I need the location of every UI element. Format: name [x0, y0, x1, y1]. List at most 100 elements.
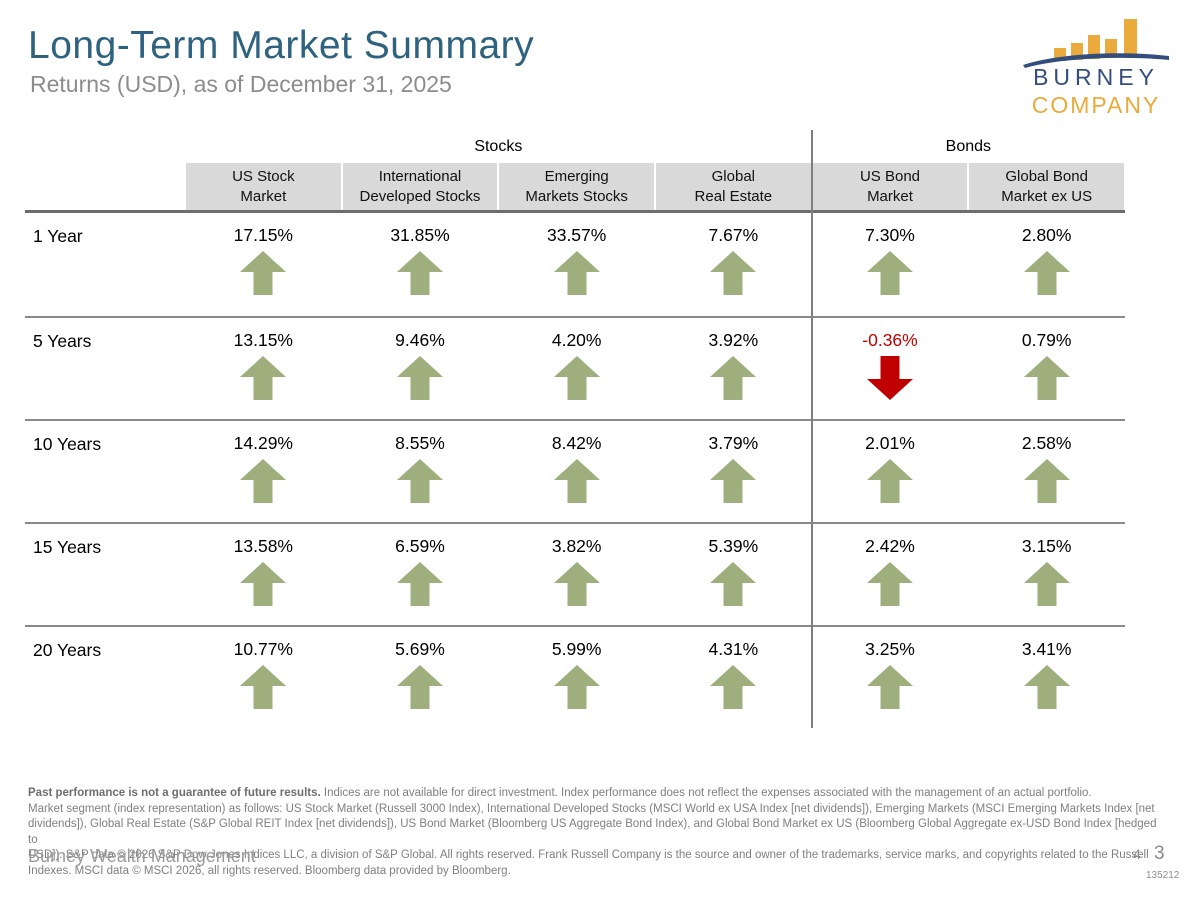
row-label: 10 Years — [33, 434, 102, 454]
stocks-bonds-divider — [811, 130, 813, 728]
return-cell: 6.59% — [342, 524, 499, 625]
page-title: Long-Term Market Summary — [28, 24, 535, 67]
return-cell: 2.42% — [812, 524, 969, 625]
return-cell: 5.39% — [655, 524, 812, 625]
group-header-row: Stocks Bonds — [25, 130, 1125, 163]
return-cell: 3.82% — [498, 524, 655, 625]
return-value: 7.67% — [708, 225, 759, 245]
disclaimer-line: Indexes. MSCI data © MSCI 2026, all righ… — [28, 864, 511, 877]
arrow-up-icon — [655, 356, 812, 400]
return-value: 14.29% — [233, 433, 293, 453]
return-cell: 0.79% — [968, 318, 1125, 419]
return-value: 3.41% — [1021, 639, 1072, 659]
return-value: 3.79% — [708, 433, 759, 453]
column-header-global-bond-ex-us: Global Bond Market ex US — [969, 163, 1124, 210]
arrow-up-icon — [498, 562, 655, 606]
column-header-us-stock: US Stock Market — [186, 163, 341, 210]
return-cell: 2.58% — [968, 421, 1125, 522]
arrow-up-icon — [968, 251, 1125, 295]
return-cell: 9.46% — [342, 318, 499, 419]
return-value: 3.15% — [1021, 536, 1072, 556]
arrow-up-icon — [812, 459, 969, 503]
column-header-us-bond: US Bond Market — [812, 163, 968, 210]
arrow-up-icon — [968, 356, 1125, 400]
page-number: 3 — [1154, 843, 1165, 864]
arrow-up-icon — [968, 459, 1125, 503]
column-header-emerging-markets: Emerging Markets Stocks — [499, 163, 654, 210]
column-header-row: US Stock Market International Developed … — [25, 163, 1125, 213]
return-value: 3.82% — [551, 536, 602, 556]
return-value: 6.59% — [395, 536, 445, 556]
return-cell: 3.92% — [655, 318, 812, 419]
arrow-up-icon — [498, 251, 655, 295]
arrow-up-icon — [812, 562, 969, 606]
arrow-up-icon — [185, 356, 342, 400]
return-value: 2.80% — [1021, 225, 1072, 245]
arrow-up-icon — [342, 459, 499, 503]
return-value: 13.15% — [233, 330, 293, 350]
return-cell: 8.55% — [342, 421, 499, 522]
column-header-intl-developed: International Developed Stocks — [342, 163, 498, 210]
arrow-up-icon — [655, 562, 812, 606]
arrow-up-icon — [185, 459, 342, 503]
return-value: 10.77% — [233, 639, 293, 659]
bar-chart-swoosh-icon — [1023, 19, 1169, 68]
arrow-up-icon — [498, 356, 655, 400]
arrow-up-icon — [185, 562, 342, 606]
row-label: 15 Years — [33, 537, 102, 557]
return-value: -0.36% — [862, 330, 918, 350]
return-cell: 2.80% — [968, 213, 1125, 316]
table-row-20-years: 20 Years 10.77% 5.69% 5.99% 4.31% — [25, 625, 1125, 728]
arrow-up-icon — [342, 665, 499, 709]
return-value: 3.25% — [865, 639, 915, 659]
table-row-5-years: 5 Years 13.15% 9.46% 4.20% 3.92% — [25, 316, 1125, 419]
return-cell: 13.15% — [185, 318, 342, 419]
arrow-up-icon — [498, 459, 655, 503]
return-cell: 13.58% — [185, 524, 342, 625]
arrow-down-icon — [812, 356, 969, 400]
logo-text-burney: BURNEY — [1033, 64, 1159, 90]
arrow-up-icon — [812, 665, 969, 709]
column-header-global-real-estate: Global Real Estate — [656, 163, 811, 210]
document-id: 135212 — [1146, 870, 1180, 881]
row-label: 20 Years — [33, 640, 102, 660]
table-row-10-years: 10 Years 14.29% 8.55% 8.42% 3.79% — [25, 419, 1125, 522]
page-subtitle: Returns (USD), as of December 31, 2025 — [30, 71, 452, 97]
disclaimer-text: Past performance is not a guarantee of f… — [28, 786, 1168, 879]
arrow-up-icon — [185, 251, 342, 295]
return-cell: 10.77% — [185, 627, 342, 728]
disclaimer-line: Past performance is not a guarantee of f… — [28, 787, 1092, 799]
company-logo: BURNEY COMPANY — [1020, 12, 1172, 119]
corner-spacer — [25, 163, 185, 210]
arrow-up-icon — [185, 665, 342, 709]
row-label: 1 Year — [33, 226, 83, 246]
return-cell: 2.01% — [812, 421, 969, 522]
return-cell: 33.57% — [498, 213, 655, 316]
return-cell: 7.67% — [655, 213, 812, 316]
return-cell: 3.79% — [655, 421, 812, 522]
brand-footer: Burney Wealth Management — [28, 846, 256, 866]
return-value: 8.42% — [551, 433, 602, 453]
return-value: 3.92% — [708, 330, 759, 350]
returns-table: Stocks Bonds US Stock Market Internation… — [25, 130, 1125, 728]
return-cell: 7.30% — [812, 213, 969, 316]
table-row-15-years: 15 Years 13.58% 6.59% 3.82% 5.39% — [25, 522, 1125, 625]
return-value: 8.55% — [395, 433, 445, 453]
return-value: 33.57% — [546, 225, 607, 245]
return-value: 5.39% — [708, 536, 759, 556]
return-value: 4.20% — [551, 330, 602, 350]
arrow-up-icon — [968, 665, 1125, 709]
return-cell: 5.69% — [342, 627, 499, 728]
return-cell: 3.15% — [968, 524, 1125, 625]
disclaimer-line: dividends]), Global Real Estate (S&P Glo… — [28, 818, 1157, 846]
return-value: 2.58% — [1021, 433, 1072, 453]
group-header-stocks: Stocks — [474, 137, 523, 155]
arrow-up-icon — [342, 251, 499, 295]
disclaimer-line: USD]). S&P data © 2026 S&P Dow Jones Ind… — [28, 849, 1149, 861]
return-value: 5.99% — [551, 639, 602, 659]
table-row-1-year: 1 Year 17.15% 31.85% 33.57% 7.67% — [25, 213, 1125, 316]
return-cell: 3.41% — [968, 627, 1125, 728]
return-value: 17.15% — [233, 225, 293, 245]
return-value: 31.85% — [390, 225, 450, 245]
